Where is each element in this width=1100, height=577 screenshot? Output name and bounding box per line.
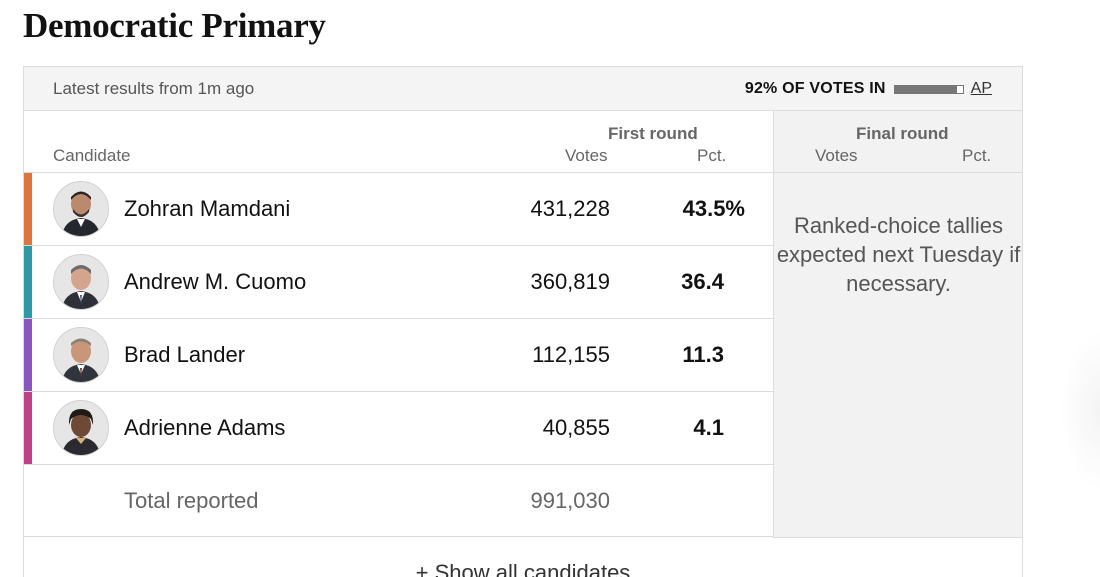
candidate-color-bar <box>24 173 32 245</box>
candidate-name: Andrew M. Cuomo <box>124 269 307 294</box>
candidate-votes: 360,819 <box>530 269 610 294</box>
candidate-color-bar <box>24 246 32 318</box>
final-round-panel: Ranked-choice tallies expected next Tues… <box>773 111 1022 537</box>
candidate-color-bar <box>24 392 32 464</box>
person-icon <box>54 401 108 455</box>
votes-in-progress-bar <box>893 84 964 94</box>
candidate-row: Andrew M. Cuomo 360,819 36.4 <box>24 246 773 319</box>
results-card: Latest results from 1m ago 92% OF VOTES … <box>23 66 1023 577</box>
candidate-votes: 112,155 <box>532 342 610 367</box>
candidate-name: Adrienne Adams <box>124 415 286 440</box>
candidate-pct: 11.3 <box>682 342 724 367</box>
candidate-avatar <box>53 254 109 310</box>
total-reported-votes: 991,030 <box>530 488 610 513</box>
table-header: Candidate First round Votes Pct. Final r… <box>24 111 1022 173</box>
candidate-votes: 431,228 <box>530 196 610 221</box>
header-final-round: Final round <box>856 124 949 143</box>
candidate-pct: 36.4 <box>681 269 724 294</box>
latest-results-timestamp: Latest results from 1m ago <box>53 79 255 98</box>
status-bar: Latest results from 1m ago 92% OF VOTES … <box>24 67 1022 111</box>
header-first-round-pct: Pct. <box>697 146 727 165</box>
header-first-round-votes: Votes <box>565 146 608 165</box>
page-title: Democratic Primary <box>23 6 326 45</box>
person-icon <box>54 182 108 236</box>
candidate-row: Adrienne Adams 40,855 4.1 <box>24 392 773 465</box>
header-final-round-votes: Votes <box>815 146 858 165</box>
candidate-avatar <box>53 181 109 237</box>
candidate-votes: 40,855 <box>542 415 610 440</box>
candidate-name: Zohran Mamdani <box>124 196 291 221</box>
total-reported-row: Total reported 991,030 <box>24 465 773 537</box>
candidate-pct: 4.1 <box>693 415 724 440</box>
person-icon <box>54 255 108 309</box>
ap-source-link[interactable]: AP <box>970 80 992 97</box>
votes-in-progress-fill <box>894 85 958 93</box>
candidate-pct: 43.5% <box>682 196 745 221</box>
votes-in-label: 92% OF VOTES IN <box>744 80 886 97</box>
total-reported-label: Total reported <box>124 488 259 513</box>
background-shadow <box>1060 330 1100 490</box>
show-all-candidates-button[interactable]: + Show all candidates <box>415 560 631 577</box>
person-icon <box>54 328 108 382</box>
candidate-avatar <box>53 400 109 456</box>
header-candidate: Candidate <box>53 146 131 165</box>
divider <box>773 537 1022 538</box>
ranked-choice-note: Ranked-choice tallies expected next Tues… <box>776 213 1021 296</box>
candidate-avatar <box>53 327 109 383</box>
candidate-name: Brad Lander <box>124 342 246 367</box>
header-first-round: First round <box>608 124 698 143</box>
header-final-round-pct: Pct. <box>962 146 992 165</box>
votes-in-indicator: 92% OF VOTES IN AP <box>745 79 992 99</box>
candidate-color-bar <box>24 319 32 391</box>
candidate-row: Brad Lander 112,155 11.3 <box>24 319 773 392</box>
candidate-row: Zohran Mamdani 431,228 43.5% <box>24 173 773 246</box>
